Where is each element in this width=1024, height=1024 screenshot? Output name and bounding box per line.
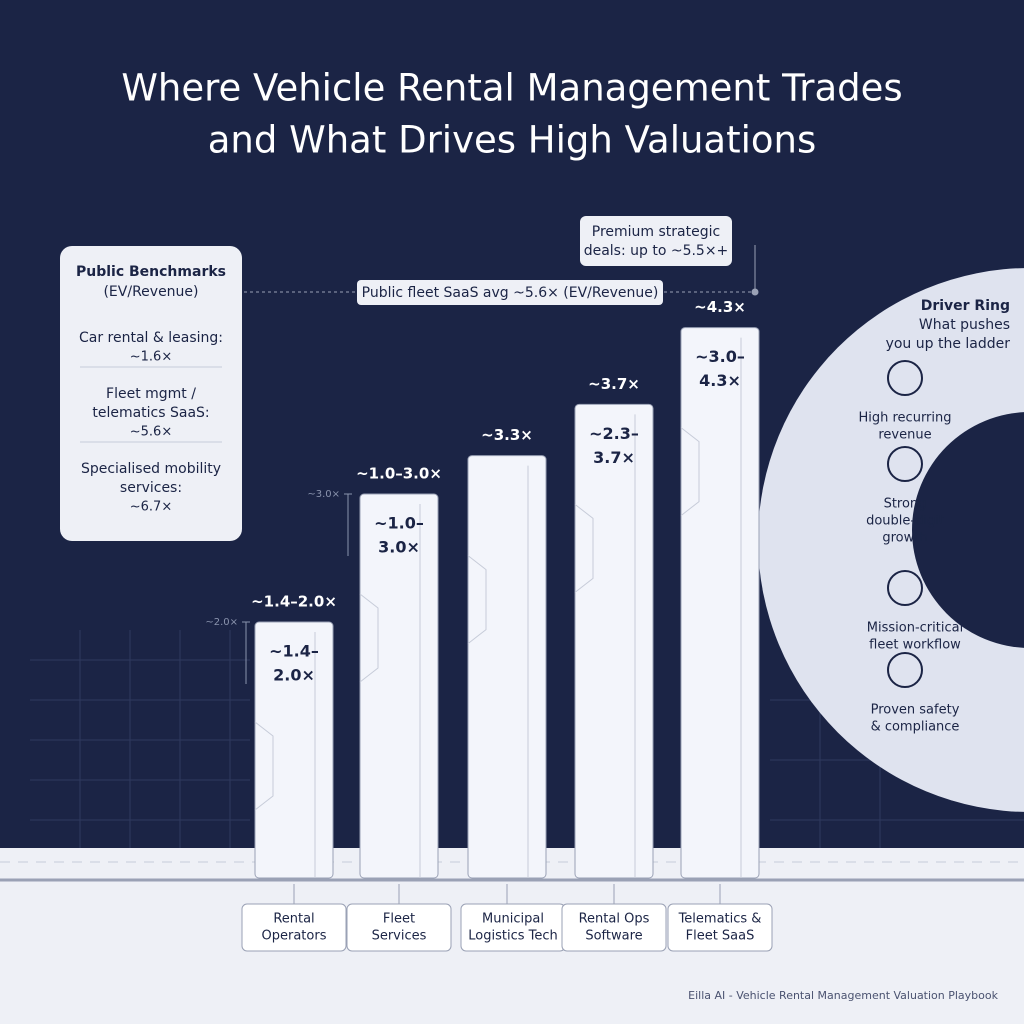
bar-range-label: 3.7×	[593, 448, 635, 467]
driver-label: growth	[882, 531, 927, 546]
avg-label: Public fleet SaaS avg ~5.6× (EV/Revenue)	[362, 285, 659, 301]
benchmark-value: ~1.6×	[130, 350, 172, 365]
driver-label: High recurring	[858, 411, 951, 426]
bar	[254, 621, 334, 879]
bar	[467, 455, 547, 879]
bar	[574, 403, 654, 879]
category-label: Operators	[262, 929, 327, 944]
bar-range-label: ~2.3–	[589, 424, 639, 443]
bar-range-label: 4.3×	[699, 371, 741, 390]
bar-top-label: ~1.4–2.0×	[251, 593, 337, 611]
bar	[359, 493, 439, 879]
callout-dot	[751, 288, 759, 296]
category-label: Logistics Tech	[468, 929, 557, 944]
category-label: Rental	[273, 912, 314, 927]
bar-top-label: ~1.0–3.0×	[356, 465, 442, 483]
category-label: Telematics &	[678, 912, 762, 927]
bar-detail	[467, 555, 487, 644]
benchmark-label: Fleet mgmt /	[106, 386, 196, 402]
bar-top-label: ~3.7×	[588, 375, 640, 393]
category-label: Municipal	[482, 912, 544, 927]
category-label: Fleet	[383, 912, 415, 927]
bar-range-label: 3.0×	[378, 538, 420, 557]
driver-icon	[887, 360, 923, 396]
driver-label: Mission-critical	[867, 621, 963, 636]
bar-detail	[680, 427, 700, 516]
ring-subheading: What pushes	[919, 317, 1010, 333]
bar-range-label: ~1.0–	[374, 514, 424, 533]
bar-range-label: ~1.4–	[269, 642, 319, 661]
benchmarks-card	[60, 246, 242, 541]
bar-range-label: ~3.0–	[695, 347, 745, 366]
bar-range-label: 2.0×	[273, 666, 315, 685]
driver-label: double-digit	[866, 514, 944, 529]
driver-label: Proven safety	[871, 703, 960, 718]
category-label: Rental Ops	[579, 912, 650, 927]
driver-icon	[887, 652, 923, 688]
driver-label: fleet workflow	[869, 638, 961, 653]
driver-icon	[887, 570, 923, 606]
title: Where Vehicle Rental Management Trades an…	[121, 67, 902, 162]
bar-top-label: ~3.3×	[481, 426, 533, 444]
benchmark-label: telematics SaaS:	[92, 405, 209, 421]
category-label: Fleet SaaS	[686, 929, 755, 944]
bracket-label: ~2.0×	[205, 617, 238, 628]
driver-label: & compliance	[871, 720, 960, 735]
title-line: Where Vehicle Rental Management Trades	[121, 67, 902, 110]
benchmark-value: ~6.7×	[130, 500, 172, 515]
benchmark-label: Specialised mobility	[81, 461, 221, 477]
ring-subheading: you up the ladder	[886, 336, 1011, 352]
benchmark-label: Car rental & leasing:	[79, 330, 223, 346]
bar-top-label: ~4.3×	[694, 298, 746, 316]
benchmarks-subheading: (EV/Revenue)	[103, 284, 198, 300]
category-label: Software	[585, 929, 642, 944]
benchmarks-heading: Public Benchmarks	[76, 264, 226, 280]
callout-text: deals: up to ~5.5×+	[584, 243, 729, 259]
bar-detail	[254, 721, 274, 811]
driver-label: revenue	[878, 428, 931, 443]
callout-text: Premium strategic	[592, 224, 720, 240]
bar-detail	[359, 593, 379, 683]
callout-box	[580, 216, 732, 266]
driver-ring	[758, 268, 1024, 812]
category-label: Services	[372, 929, 427, 944]
bar-detail	[574, 504, 594, 593]
driver-icon	[887, 446, 923, 482]
driver-ring-hole	[912, 412, 1024, 648]
benchmark-value: ~5.6×	[130, 425, 172, 440]
ring-heading: Driver Ring	[921, 298, 1010, 314]
title-line: and What Drives High Valuations	[208, 119, 817, 162]
driver-label: Strong	[884, 497, 927, 512]
avg-label-box	[357, 280, 663, 305]
footer: Eilla AI - Vehicle Rental Management Val…	[688, 989, 999, 1002]
bracket-label: ~3.0×	[307, 489, 340, 500]
benchmark-label: services:	[120, 480, 182, 496]
bar	[680, 327, 760, 879]
